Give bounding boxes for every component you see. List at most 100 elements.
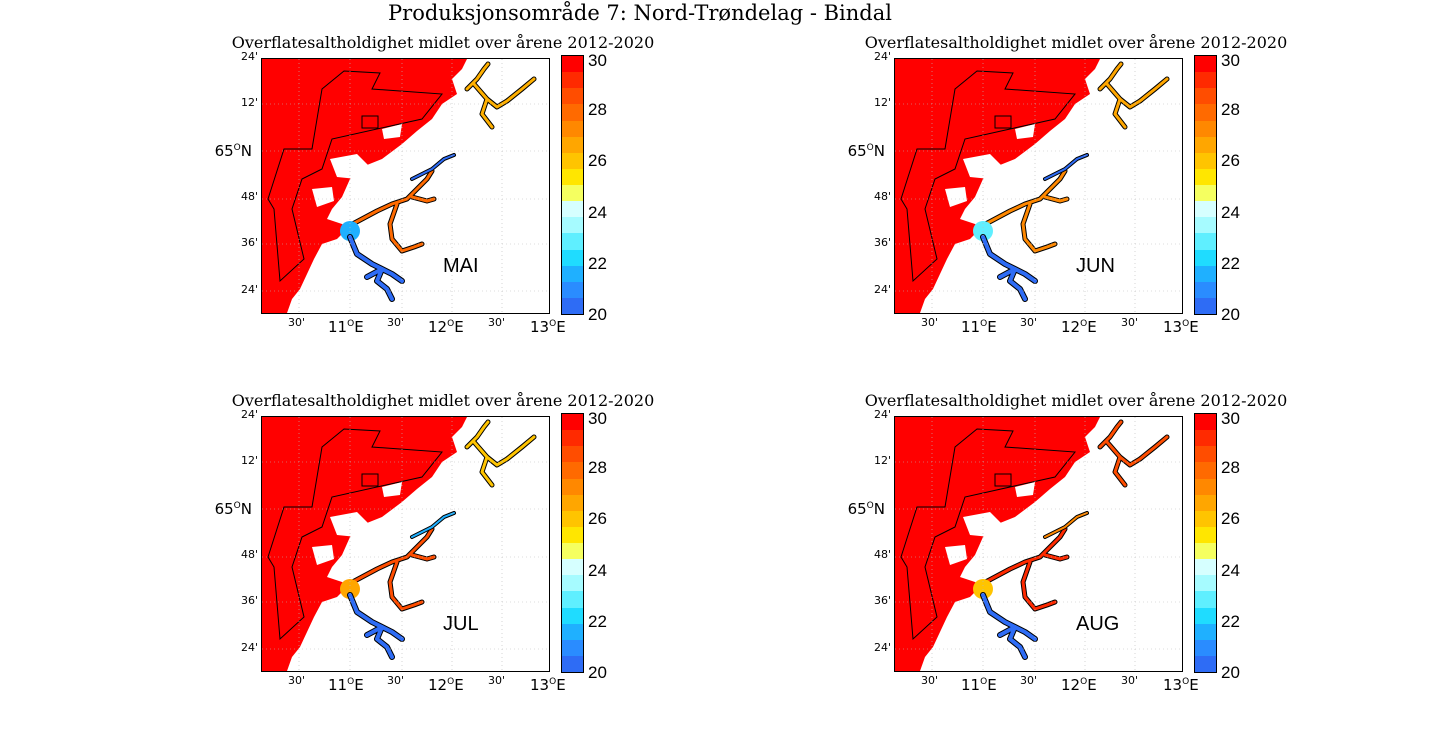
colorbar-segment xyxy=(1195,56,1216,73)
colorbar-segment xyxy=(1195,623,1216,640)
month-label: MAI xyxy=(443,255,479,277)
x-tick-13e: 13OE xyxy=(530,676,566,694)
northern-fjord xyxy=(1097,61,1170,130)
x-tick-12e: 12OE xyxy=(428,318,464,336)
colorbar-tick: 24 xyxy=(588,561,607,580)
colorbar-segment xyxy=(562,526,583,543)
colorbar-segment xyxy=(562,233,583,250)
colorbar-segment xyxy=(1195,575,1216,592)
colorbar-segment xyxy=(1195,265,1216,282)
x-tick-11e: 11OE xyxy=(961,318,997,336)
month-label: JUL xyxy=(443,613,479,635)
colorbar-segment xyxy=(1195,120,1216,137)
colorbar-tick: 22 xyxy=(588,612,607,631)
colorbar-segment xyxy=(562,510,583,527)
zone-outline xyxy=(900,428,1076,641)
colorbar-segment xyxy=(562,575,583,592)
colorbar-tick: 28 xyxy=(1221,100,1240,119)
panel-title: Overflatesaltholdighet midlet over årene… xyxy=(231,391,655,410)
colorbar-segment xyxy=(562,265,583,282)
colorbar-segment xyxy=(562,88,583,105)
colorbar-segment xyxy=(562,120,583,137)
colorbar-tick: 26 xyxy=(1221,509,1240,528)
y-tick: 24' xyxy=(240,50,258,63)
y-tick: 24' xyxy=(873,641,891,654)
colorbar-segment xyxy=(1195,655,1216,672)
open-sea-area xyxy=(262,417,467,671)
colorbar-segment xyxy=(562,623,583,640)
colorbar-segment xyxy=(1195,233,1216,250)
panel-jun: Overflatesaltholdighet midlet over årene… xyxy=(811,0,1371,340)
panel-title: Overflatesaltholdighet midlet over årene… xyxy=(864,33,1288,52)
x-tick: 30' xyxy=(1020,674,1038,687)
colorbar-tick: 28 xyxy=(588,100,607,119)
colorbar-tick: 30 xyxy=(588,409,607,428)
colorbar xyxy=(1194,413,1217,673)
colorbar-segment xyxy=(1195,559,1216,576)
colorbar-segment xyxy=(562,591,583,608)
colorbar-tick: 22 xyxy=(1221,612,1240,631)
colorbar-segment xyxy=(562,152,583,169)
colorbar-segment xyxy=(562,462,583,479)
colorbar-segment xyxy=(1195,168,1216,185)
colorbar-tick: 24 xyxy=(588,203,607,222)
x-tick-11e: 11OE xyxy=(328,318,364,336)
x-tick: 30' xyxy=(387,316,405,329)
x-tick-11e: 11OE xyxy=(961,676,997,694)
colorbar-segment xyxy=(1195,249,1216,266)
figure-title: Produksjonsområde 7: Nord-Trøndelag - Bi… xyxy=(388,1,892,25)
x-tick-13e: 13OE xyxy=(1163,318,1199,336)
colorbar-segment xyxy=(1195,462,1216,479)
colorbar-segment xyxy=(1195,543,1216,560)
y-tick: 24' xyxy=(240,641,258,654)
colorbar-segment xyxy=(1195,446,1216,463)
y-tick-65n: 65ON xyxy=(214,142,252,160)
colorbar-segment xyxy=(1195,526,1216,543)
x-tick-12e: 12OE xyxy=(1061,676,1097,694)
colorbar-segment xyxy=(1195,281,1216,298)
panel-mai: Overflatesaltholdighet midlet over årene… xyxy=(178,0,738,340)
colorbar-segment xyxy=(562,607,583,624)
map-plot xyxy=(261,58,550,314)
colorbar-tick: 20 xyxy=(588,663,607,682)
northern-fjord xyxy=(1097,419,1170,488)
colorbar-segment xyxy=(562,136,583,153)
colorbar-segment xyxy=(562,56,583,73)
colorbar-segment xyxy=(1195,414,1216,431)
northern-fjord xyxy=(464,419,537,488)
salinity-map xyxy=(895,417,1182,671)
colorbar xyxy=(1194,55,1217,315)
panel-aug: Overflatesaltholdighet midlet over årene… xyxy=(811,358,1371,698)
colorbar-segment xyxy=(562,168,583,185)
colorbar-segment xyxy=(562,281,583,298)
open-sea-area xyxy=(262,59,467,313)
y-tick: 12' xyxy=(240,454,258,467)
x-tick: 30' xyxy=(921,316,939,329)
colorbar-segment xyxy=(562,655,583,672)
month-label: AUG xyxy=(1076,613,1120,635)
colorbar-segment xyxy=(562,559,583,576)
colorbar-segment xyxy=(562,430,583,447)
colorbar-segment xyxy=(562,249,583,266)
x-tick: 30' xyxy=(387,674,405,687)
y-tick: 48' xyxy=(873,548,891,561)
month-label: JUN xyxy=(1076,255,1115,277)
colorbar-segment xyxy=(1195,104,1216,121)
colorbar-tick: 30 xyxy=(1221,51,1240,70)
y-tick: 24' xyxy=(240,408,258,421)
y-tick: 48' xyxy=(873,190,891,203)
y-tick: 24' xyxy=(873,50,891,63)
x-tick: 30' xyxy=(921,674,939,687)
y-tick: 12' xyxy=(240,96,258,109)
colorbar-tick: 20 xyxy=(1221,663,1240,682)
open-sea-area xyxy=(895,417,1100,671)
colorbar-segment xyxy=(1195,494,1216,511)
x-tick: 30' xyxy=(488,674,506,687)
map-plot xyxy=(894,58,1183,314)
colorbar-segment xyxy=(562,639,583,656)
y-tick: 12' xyxy=(873,454,891,467)
open-sea-area xyxy=(895,59,1100,313)
colorbar-segment xyxy=(1195,136,1216,153)
colorbar-segment xyxy=(1195,607,1216,624)
map-plot xyxy=(261,416,550,672)
